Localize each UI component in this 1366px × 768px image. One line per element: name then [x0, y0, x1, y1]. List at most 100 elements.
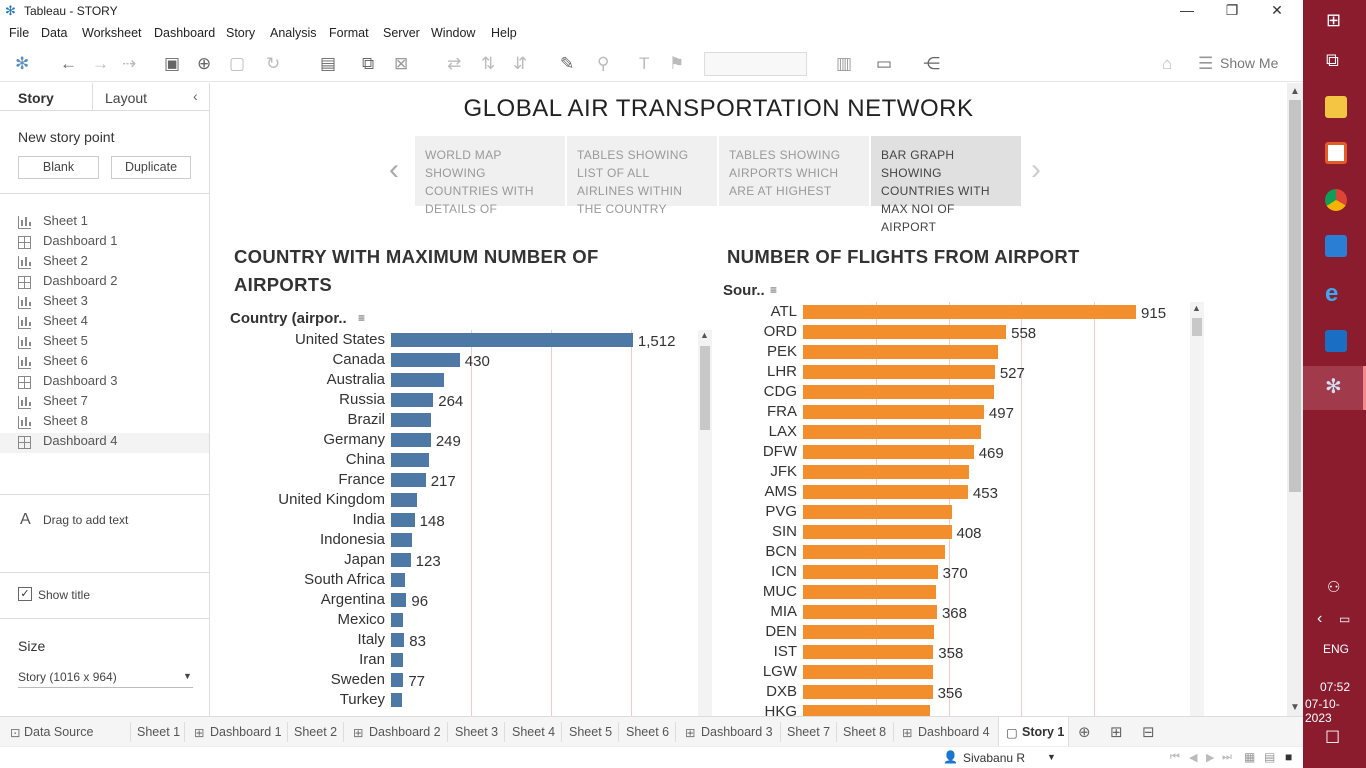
canvas-scroll-thumb[interactable] — [1289, 100, 1301, 492]
bar[interactable] — [803, 645, 934, 659]
category-label[interactable]: SIN — [771, 523, 797, 540]
grid-view-icon[interactable]: ▦ — [1244, 750, 1256, 764]
category-label[interactable]: AMS — [764, 483, 797, 500]
pin-icon[interactable]: ⚑ — [669, 54, 685, 73]
canvas-scroll-down-icon[interactable]: ▼ — [1290, 702, 1300, 713]
tab-data-source[interactable]: Data Source — [24, 725, 94, 739]
category-label[interactable]: Japan — [344, 551, 385, 568]
bar[interactable] — [391, 493, 417, 507]
sheet-list-item[interactable]: Sheet 8 — [18, 413, 208, 433]
tab-sheet-6[interactable]: Sheet 6 — [626, 725, 670, 739]
bar[interactable] — [391, 533, 412, 547]
menu-format[interactable]: Format — [329, 26, 369, 40]
category-label[interactable]: United Kingdom — [278, 491, 385, 508]
bar[interactable] — [391, 613, 403, 627]
bar[interactable] — [803, 665, 933, 679]
category-label[interactable]: DXB — [766, 683, 797, 700]
show-title-checkbox[interactable]: ✓ — [18, 587, 32, 601]
category-label[interactable]: Turkey — [339, 691, 385, 708]
category-label[interactable]: Germany — [323, 431, 385, 448]
bar[interactable] — [803, 605, 937, 619]
menu-dashboard[interactable]: Dashboard — [154, 26, 216, 40]
mail-icon[interactable] — [1325, 235, 1347, 257]
bar[interactable] — [803, 385, 994, 399]
sheet-list-item[interactable]: Sheet 2 — [18, 253, 208, 273]
text-object-icon[interactable]: A — [20, 511, 31, 528]
bar[interactable] — [803, 685, 933, 699]
tab-sheet-5[interactable]: Sheet 5 — [569, 725, 613, 739]
tab-sheet-7[interactable]: Sheet 7 — [787, 725, 831, 739]
bar[interactable] — [391, 433, 431, 447]
windows-start-icon[interactable]: ⊞ — [1326, 10, 1342, 30]
tab-sheet-4[interactable]: Sheet 4 — [512, 725, 556, 739]
menu-file[interactable]: File — [9, 26, 30, 40]
bar[interactable] — [803, 425, 982, 439]
new-dashboard-icon[interactable]: ⊞ — [1110, 724, 1123, 741]
bar[interactable] — [803, 505, 953, 519]
category-label[interactable]: DFW — [762, 443, 797, 460]
category-label[interactable]: PVG — [765, 503, 797, 520]
size-dropdown[interactable]: Story (1016 x 964) — [18, 670, 117, 684]
tab-view-icon[interactable]: ■ — [1285, 750, 1293, 764]
menu-data[interactable]: Data — [41, 26, 68, 40]
bar[interactable] — [391, 573, 406, 587]
sheet-list-item[interactable]: Sheet 5 — [18, 333, 208, 353]
new-story-icon[interactable]: ⊟ — [1142, 724, 1155, 741]
bar[interactable] — [391, 453, 430, 467]
data-source-icon[interactable]: ⊡ — [10, 726, 21, 740]
category-label[interactable]: France — [338, 471, 385, 488]
category-label[interactable]: Indonesia — [319, 531, 385, 548]
blank-button[interactable]: Blank — [18, 156, 99, 179]
bar[interactable] — [803, 545, 945, 559]
redo-icon[interactable]: → — [92, 54, 109, 73]
bar[interactable] — [391, 633, 405, 647]
bar[interactable] — [391, 653, 403, 667]
bar[interactable] — [803, 585, 937, 599]
next-story-point-icon[interactable]: › — [1031, 153, 1041, 186]
tab-dashboard-1[interactable]: Dashboard 1 — [210, 725, 282, 739]
tab-sheet-1[interactable]: Sheet 1 — [137, 725, 181, 739]
bar[interactable] — [803, 345, 998, 359]
minimize-icon[interactable]: — — [1180, 2, 1194, 18]
bar[interactable] — [391, 413, 431, 427]
bar[interactable] — [803, 485, 968, 499]
category-label[interactable]: MUC — [762, 583, 797, 600]
swap-icon[interactable]: ⇄ — [447, 54, 462, 73]
right-scroll-up-icon[interactable]: ▲ — [1192, 303, 1201, 313]
store-icon[interactable] — [1325, 142, 1347, 164]
sheet-list-item[interactable]: Sheet 1 — [18, 213, 208, 233]
category-label[interactable]: Brazil — [347, 411, 385, 428]
refresh-icon[interactable]: ↻ — [266, 54, 281, 73]
nav-first-icon[interactable]: ⏮ — [1170, 751, 1180, 763]
canvas-scroll-up-icon[interactable]: ▲ — [1290, 86, 1300, 97]
menu-help[interactable]: Help — [491, 26, 517, 40]
category-label[interactable]: DEN — [765, 623, 797, 640]
sheet-list-item[interactable]: Dashboard 4 — [0, 433, 209, 453]
clock-time[interactable]: 07:52 — [1320, 680, 1351, 694]
left-scroll-up-icon[interactable]: ▲ — [700, 330, 709, 340]
bar[interactable] — [803, 365, 995, 379]
sheet-list-item[interactable]: Sheet 6 — [18, 353, 208, 373]
bar[interactable] — [391, 353, 460, 367]
pause-updates-icon[interactable]: ▢ — [229, 54, 246, 73]
category-label[interactable]: PEK — [766, 343, 797, 360]
right-scrollbar[interactable] — [1190, 302, 1204, 716]
size-dropdown-arrow-icon[interactable]: ▼ — [183, 671, 192, 681]
prev-story-point-icon[interactable]: ‹ — [389, 153, 399, 186]
sheet-list-item[interactable]: Dashboard 2 — [18, 273, 208, 293]
category-label[interactable]: BCN — [765, 543, 797, 560]
save-icon[interactable]: ▣ — [164, 54, 181, 73]
bar[interactable] — [391, 593, 407, 607]
tableau-taskbar-icon[interactable]: ✻ — [1325, 376, 1342, 398]
category-label[interactable]: MIA — [770, 603, 797, 620]
category-label[interactable]: ORD — [763, 323, 797, 340]
sheet-list-item[interactable]: Sheet 7 — [18, 393, 208, 413]
story-point-1[interactable]: WORLD MAP SHOWING COUNTRIES WITH DETAILS… — [415, 136, 565, 216]
file-explorer-icon[interactable] — [1325, 96, 1347, 118]
sheet-list-item[interactable]: Sheet 3 — [18, 293, 208, 313]
nav-next-icon[interactable]: ▶ — [1206, 752, 1215, 764]
menu-story[interactable]: Story — [226, 26, 256, 40]
category-label[interactable]: IST — [773, 643, 797, 660]
tab-story[interactable]: Story — [18, 90, 54, 106]
tableau-taskbar-active[interactable] — [1303, 366, 1366, 410]
